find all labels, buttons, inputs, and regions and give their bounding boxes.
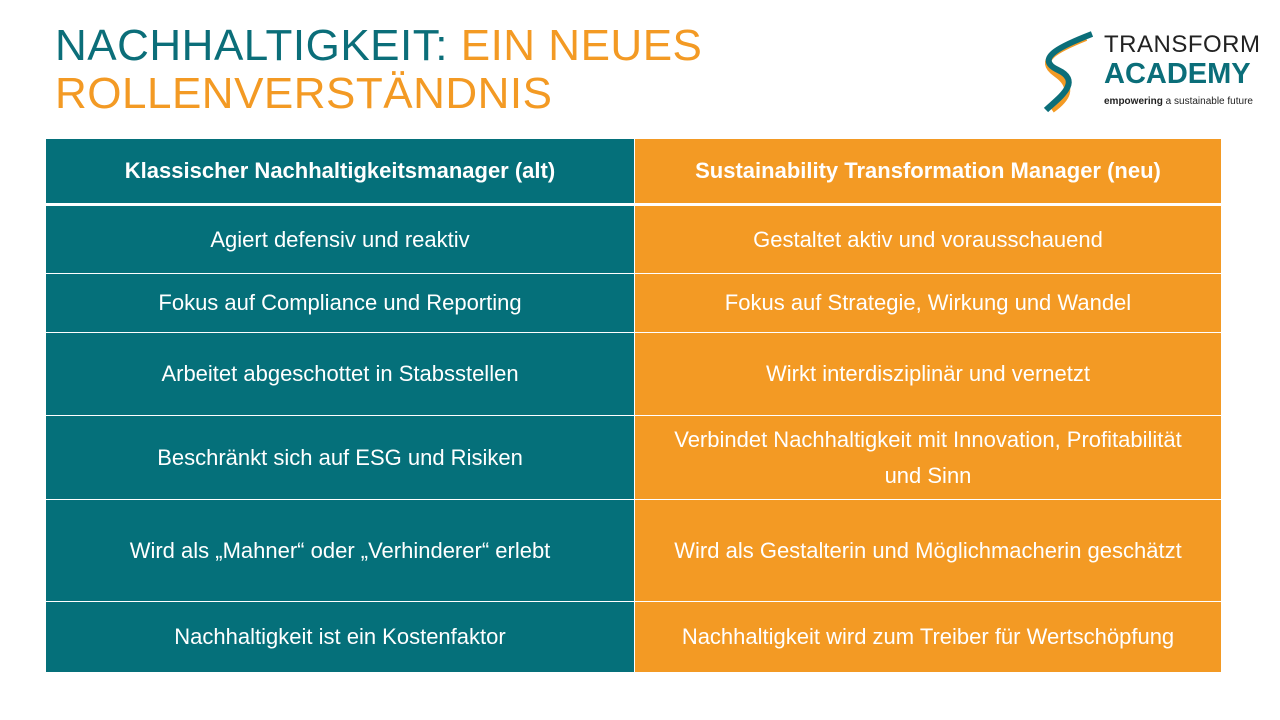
cell-old: Arbeitet abgeschottet in Stabsstellen <box>45 332 635 416</box>
cell-old: Agiert defensiv und reaktiv <box>45 204 635 274</box>
title-line2: ROLLENVERSTÄNDNIS <box>55 69 553 118</box>
tagline-bold: empowering <box>1104 96 1163 107</box>
table-row: Nachhaltigkeit ist ein Kostenfaktor Nachh… <box>45 601 1222 673</box>
wave-s-icon <box>1043 31 1094 113</box>
logo-line2: ACADEMY <box>1104 58 1251 90</box>
cell-old: Beschränkt sich auf ESG und Risiken <box>45 415 635 500</box>
cell-new: Verbindet Nachhaltigkeit mit Innovation,… <box>634 415 1222 500</box>
cell-old: Fokus auf Compliance und Reporting <box>45 273 635 333</box>
table-row: Agiert defensiv und reaktiv Gestaltet akt… <box>45 204 1222 274</box>
cell-new: Gestaltet aktiv und vorausschauend <box>634 204 1222 274</box>
cell-old: Wird als „Mahner“ oder „Verhinderer“ erl… <box>45 499 635 602</box>
cell-old: Nachhaltigkeit ist ein Kostenfaktor <box>45 601 635 673</box>
table-header-row: Klassischer Nachhaltigkeitsmanager (alt)… <box>45 138 1222 206</box>
header-old: Klassischer Nachhaltigkeitsmanager (alt) <box>45 138 635 206</box>
cell-new: Nachhaltigkeit wird zum Treiber für Wert… <box>634 601 1222 673</box>
title-part2: EIN NEUES <box>460 21 703 70</box>
logo-line1: TRANSFORM <box>1104 31 1261 58</box>
table-row: Fokus auf Compliance und Reporting Fokus … <box>45 273 1222 333</box>
tagline-rest: a sustainable future <box>1162 96 1253 107</box>
table-row: Beschränkt sich auf ESG und Risiken Verbi… <box>45 415 1222 500</box>
cell-new: Wirkt interdisziplinär und vernetzt <box>634 332 1222 416</box>
comparison-table: Klassischer Nachhaltigkeitsmanager (alt)… <box>45 138 1222 673</box>
header-new: Sustainability Transformation Manager (n… <box>634 138 1222 206</box>
cell-new: Wird als Gestalterin und Möglichmacherin… <box>634 499 1222 602</box>
table-row: Arbeitet abgeschottet in Stabsstellen Wir… <box>45 332 1222 416</box>
transform-academy-logo: TRANSFORM ACADEMY empowering a sustainab… <box>1036 30 1260 114</box>
cell-new: Fokus auf Strategie, Wirkung und Wandel <box>634 273 1222 333</box>
page-title: NACHHALTIGKEIT: EIN NEUES ROLLENVERSTÄND… <box>55 22 702 118</box>
table-row: Wird als „Mahner“ oder „Verhinderer“ erl… <box>45 499 1222 602</box>
title-part1: NACHHALTIGKEIT: <box>55 21 448 70</box>
logo-tagline: empowering a sustainable future <box>1104 96 1253 107</box>
